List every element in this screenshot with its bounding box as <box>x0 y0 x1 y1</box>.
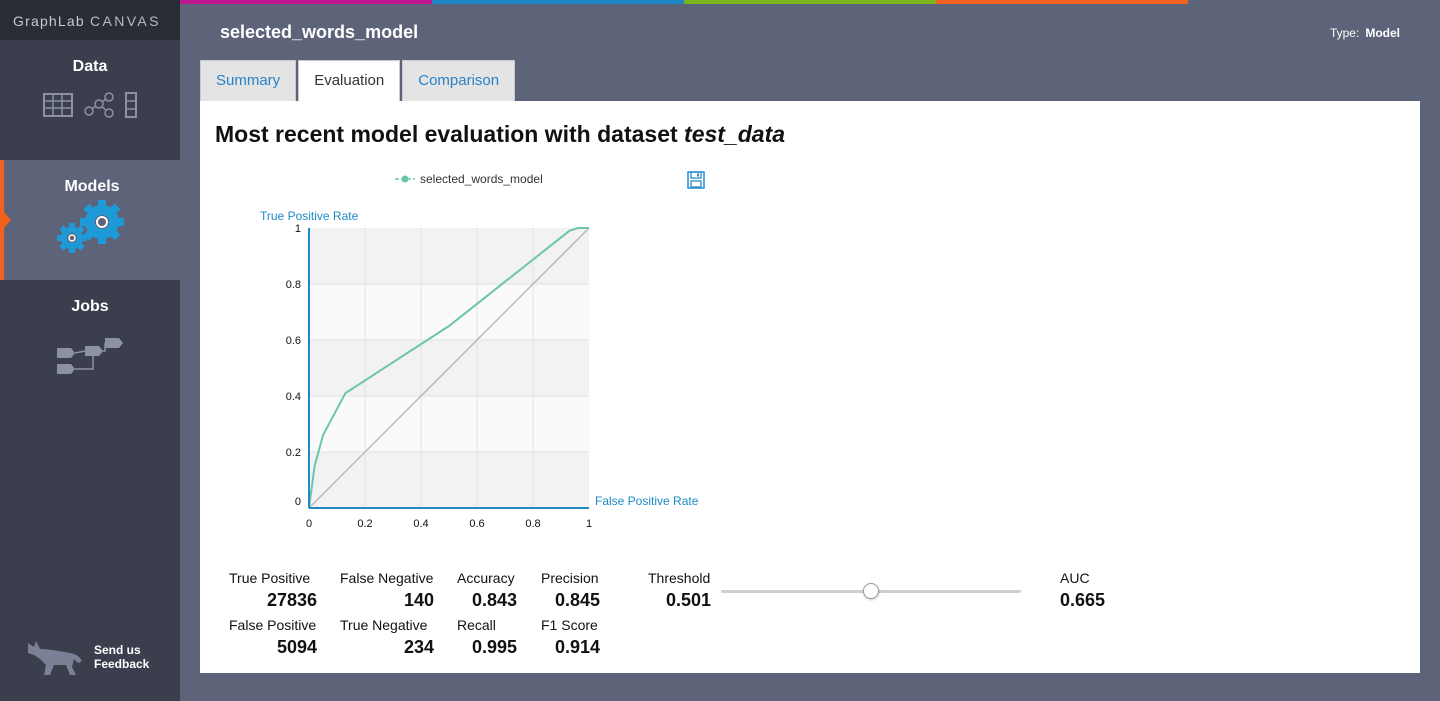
tab-comparison[interactable]: Comparison <box>402 60 516 101</box>
y-tick-label: 0 <box>295 496 301 508</box>
stat-f1-score: F1 Score 0.914 <box>541 617 600 658</box>
sidebar-item-label: Models <box>64 178 120 195</box>
dataset-name: test_data <box>684 121 786 147</box>
strip-segment <box>936 0 1188 4</box>
stat-value: 27836 <box>266 590 317 610</box>
stat-label: False Positive <box>229 617 317 633</box>
evaluation-panel: Most recent model evaluation with datase… <box>200 101 1420 673</box>
stat-value: 140 <box>403 590 434 610</box>
type-value: Model <box>1365 26 1400 40</box>
x-tick-label: 0.6 <box>469 518 484 530</box>
sidebar-item-models[interactable]: Models <box>0 160 180 280</box>
save-icon[interactable] <box>687 171 705 194</box>
stat-accuracy: Accuracy 0.843 <box>457 570 517 611</box>
stat-value: 0.845 <box>554 590 600 610</box>
sidebar: GraphLab CANVAS Data <box>0 0 180 701</box>
graph-icon <box>84 92 114 118</box>
strip-segment <box>1188 0 1440 4</box>
feedback-link[interactable]: Send us Feedback <box>24 637 149 677</box>
grid-band <box>309 396 589 452</box>
grid-band <box>309 452 589 508</box>
column-icon <box>125 92 137 118</box>
chart-legend: selected_words_model <box>395 172 543 186</box>
stat-auc: AUC 0.665 <box>1060 570 1120 611</box>
strip-segment <box>432 0 684 4</box>
roc-curve <box>308 227 589 509</box>
stat-label: Recall <box>457 617 496 633</box>
stat-label: True Negative <box>340 617 428 633</box>
stat-value: 0.843 <box>471 590 517 610</box>
stat-true-positive: True Positive 27836 <box>229 570 317 611</box>
legend-entry: selected_words_model <box>420 172 543 186</box>
active-indicator <box>4 212 11 228</box>
stat-label: True Positive <box>229 570 311 586</box>
stat-label: False Negative <box>340 570 434 586</box>
top-color-strip <box>180 0 1440 4</box>
stat-value: 5094 <box>276 637 317 657</box>
y-axis-title: True Positive Rate <box>260 209 359 223</box>
strip-segment <box>180 0 432 4</box>
grid-band <box>309 284 589 340</box>
baseline-diagonal <box>308 227 590 509</box>
stat-false-negative: False Negative 140 <box>340 570 434 611</box>
grid-band <box>309 228 589 284</box>
dog-icon <box>28 641 82 675</box>
strip-segment <box>684 0 936 4</box>
stat-label: Accuracy <box>457 570 515 586</box>
stat-true-negative: True Negative 234 <box>340 617 434 658</box>
stat-value: 0.995 <box>471 637 517 657</box>
page-title: Most recent model evaluation with datase… <box>215 121 785 148</box>
stat-value: 0.914 <box>554 637 600 657</box>
pipeline-icon <box>57 338 123 374</box>
heading-text: Most recent model evaluation with datase… <box>215 121 678 147</box>
y-tick-label: 0.2 <box>286 447 301 459</box>
sidebar-item-label: Jobs <box>71 298 109 315</box>
threshold-slider[interactable] <box>721 580 1021 602</box>
y-tick-label: 0.6 <box>286 335 301 347</box>
tab-summary[interactable]: Summary <box>200 60 297 101</box>
x-tick-label: 1 <box>586 518 592 530</box>
stat-label: AUC <box>1060 570 1090 586</box>
model-type: Type: Model <box>1330 26 1400 40</box>
table-icon <box>43 93 73 117</box>
type-label: Type: <box>1329 26 1360 40</box>
sidebar-item-jobs[interactable]: Jobs <box>0 280 180 400</box>
stat-value: 0.501 <box>665 590 711 610</box>
x-tick-label: 0 <box>306 518 312 530</box>
stat-precision: Precision 0.845 <box>541 570 600 611</box>
x-tick-label: 0.4 <box>413 518 428 530</box>
model-name: selected_words_model <box>220 22 419 42</box>
stat-value: 0.665 <box>1060 590 1106 610</box>
brand-logo: GraphLab CANVAS <box>0 0 180 40</box>
x-axis-title: False Positive Rate <box>595 494 699 508</box>
brand-product: CANVAS <box>89 13 161 29</box>
gears-icon <box>57 200 124 253</box>
sidebar-item-data[interactable]: Data <box>0 40 180 160</box>
tab-evaluation[interactable]: Evaluation <box>298 60 401 101</box>
stat-false-positive: False Positive 5094 <box>229 617 317 658</box>
feedback-line2: Feedback <box>94 657 150 671</box>
stat-label: Precision <box>541 570 599 586</box>
slider-handle[interactable] <box>863 583 880 599</box>
stat-recall: Recall 0.995 <box>457 617 517 658</box>
stat-threshold: Threshold 0.501 <box>648 570 711 611</box>
legend-marker-icon <box>395 175 415 183</box>
y-tick-label: 0.8 <box>286 279 301 291</box>
stat-label: Threshold <box>648 570 711 586</box>
sidebar-item-label: Data <box>72 58 108 75</box>
y-tick-label: 1 <box>295 223 301 235</box>
stat-value: 234 <box>403 637 434 657</box>
tab-bar: Summary Evaluation Comparison <box>200 60 517 101</box>
brand-name: GraphLab <box>13 13 85 29</box>
stat-label: F1 Score <box>541 617 598 633</box>
feedback-line1: Send us <box>94 643 141 657</box>
x-tick-label: 0.8 <box>525 518 540 530</box>
x-tick-label: 0.2 <box>357 518 372 530</box>
y-tick-label: 0.4 <box>286 391 301 403</box>
